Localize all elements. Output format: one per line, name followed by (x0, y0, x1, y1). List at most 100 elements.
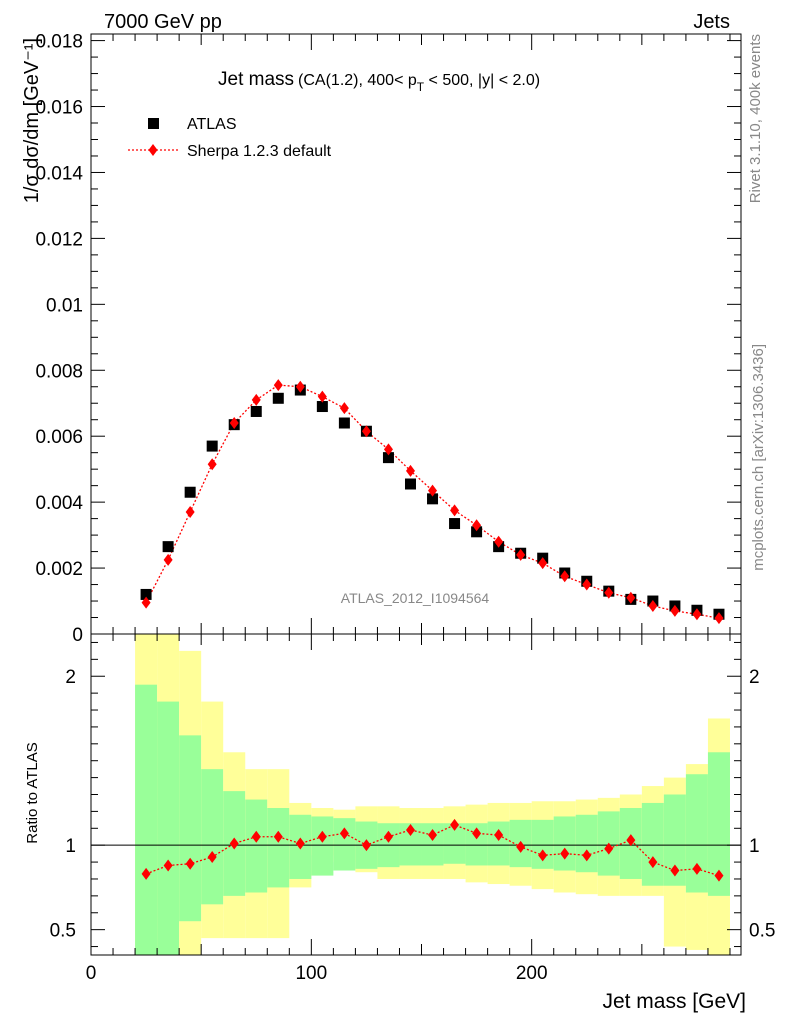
band-inner-bin (443, 823, 466, 864)
band-inner-bin (333, 818, 356, 871)
sherpa-point (670, 604, 680, 617)
ratio-y-tick-label-right: 2 (749, 667, 760, 688)
sherpa-point (516, 548, 526, 561)
y-axis-label-main: 1/σ dσ/dm [GeV⁻¹] (21, 38, 43, 203)
band-inner-bin (663, 794, 686, 886)
x-tick-label: 0 (86, 963, 97, 984)
header-left: 7000 GeV pp (104, 11, 222, 33)
band-inner-bin (245, 799, 268, 893)
atlas-point (471, 526, 483, 538)
sherpa-point (714, 612, 724, 625)
band-inner-bin (465, 823, 488, 866)
main-y-tick-label: 0.014 (35, 163, 83, 184)
band-inner-bin (685, 774, 708, 893)
sherpa-point (295, 380, 305, 393)
legend-atlas-label: ATLAS (187, 116, 237, 133)
analysis-label: ATLAS_2012_I1094564 (341, 590, 490, 606)
sherpa-point (207, 458, 217, 471)
sherpa-ratio-point (670, 864, 680, 877)
ratio-uncertainty-bands (135, 634, 730, 955)
main-y-tick-label: 0 (72, 625, 83, 646)
sherpa-point (339, 402, 349, 415)
band-inner-bin (399, 823, 422, 866)
axis-ticks (90, 34, 741, 955)
main-y-tick-label: 0.018 (35, 32, 83, 53)
atlas-point (206, 440, 218, 452)
sherpa-ratio-point (472, 827, 482, 840)
main-y-tick-label: 0.01 (46, 295, 83, 316)
sherpa-ratio-point (516, 840, 526, 853)
title-main: Jet mass (218, 69, 294, 90)
sherpa-point (405, 464, 415, 477)
sherpa-ratio-point (273, 830, 283, 843)
sherpa-ratio-point (141, 867, 151, 880)
atlas-point (184, 486, 196, 498)
sherpa-point (450, 504, 460, 517)
rivet-label: Rivet 3.1.10, 400k events (747, 34, 764, 203)
atlas-point (250, 405, 262, 417)
sherpa-point (692, 608, 702, 621)
main-y-tick-label: 0.008 (35, 361, 83, 382)
ratio-y-tick-label: 0.5 (50, 921, 76, 942)
sherpa-point (472, 519, 482, 532)
sherpa-ratio-point (648, 856, 658, 869)
atlas-point (316, 401, 328, 413)
main-y-tick-label: 0.012 (35, 229, 83, 250)
sherpa-point (560, 570, 570, 583)
band-inner-bin (267, 808, 290, 888)
atlas-point (272, 392, 284, 404)
sherpa-ratio-point (339, 827, 349, 840)
ratio-y-tick-label: 1 (65, 836, 76, 857)
mcplots-label: mcplots.cern.ch [arXiv:1306.3436] (750, 344, 767, 571)
y-axis-label-ratio: Ratio to ATLAS (24, 742, 41, 843)
main-y-tick-label: 0.006 (35, 427, 83, 448)
data-markers (140, 379, 725, 882)
band-inner-bin (487, 821, 510, 866)
band-inner-bin (157, 701, 180, 955)
legend-sherpa-label: Sherpa 1.2.3 default (187, 143, 332, 160)
sherpa-ratio-point (714, 869, 724, 882)
sherpa-ratio-point (185, 857, 195, 870)
title-sub-index: T (417, 80, 425, 94)
sherpa-ratio-point (163, 859, 173, 872)
sherpa-ratio-point (692, 862, 702, 875)
sherpa-ratio-point (428, 829, 438, 842)
band-inner-bin (179, 735, 202, 922)
sherpa-point (185, 506, 195, 519)
atlas-point (427, 493, 439, 505)
band-inner-bin (553, 816, 576, 871)
sherpa-ratio-point (538, 849, 548, 862)
main-y-tick-label: 0.002 (35, 559, 83, 580)
sherpa-ratio-point (295, 837, 305, 850)
header-right: Jets (693, 11, 730, 33)
sherpa-point (626, 591, 636, 604)
main-y-tick-label: 0.016 (35, 98, 83, 119)
sherpa-point (582, 578, 592, 591)
band-inner-bin (311, 816, 334, 876)
band-inner-bin (201, 769, 224, 905)
main-y-tick-label: 0.004 (35, 493, 83, 514)
sherpa-point (317, 390, 327, 403)
sherpa-point (361, 425, 371, 438)
atlas-point (404, 478, 416, 490)
band-inner-bin (135, 684, 158, 955)
sherpa-point (251, 393, 261, 406)
atlas-point (382, 452, 394, 464)
x-tick-label: 200 (516, 963, 548, 984)
sherpa-ratio-point (251, 830, 261, 843)
band-inner-bin (531, 819, 554, 869)
sherpa-ratio-point (229, 837, 239, 850)
sherpa-ratio-point (383, 830, 393, 843)
ratio-y-tick-label-right: 1 (749, 836, 760, 857)
sherpa-ratio-point (361, 839, 371, 852)
sherpa-point (604, 586, 614, 599)
x-tick-label: 100 (295, 963, 327, 984)
legend-atlas-marker (148, 118, 159, 129)
sherpa-point (538, 557, 548, 570)
legend-sherpa-marker (148, 144, 158, 156)
sherpa-point (648, 599, 658, 612)
band-inner-bin (707, 752, 730, 896)
sherpa-ratio-point (582, 849, 592, 862)
atlas-point (338, 417, 350, 429)
sherpa-ratio-point (626, 834, 636, 847)
